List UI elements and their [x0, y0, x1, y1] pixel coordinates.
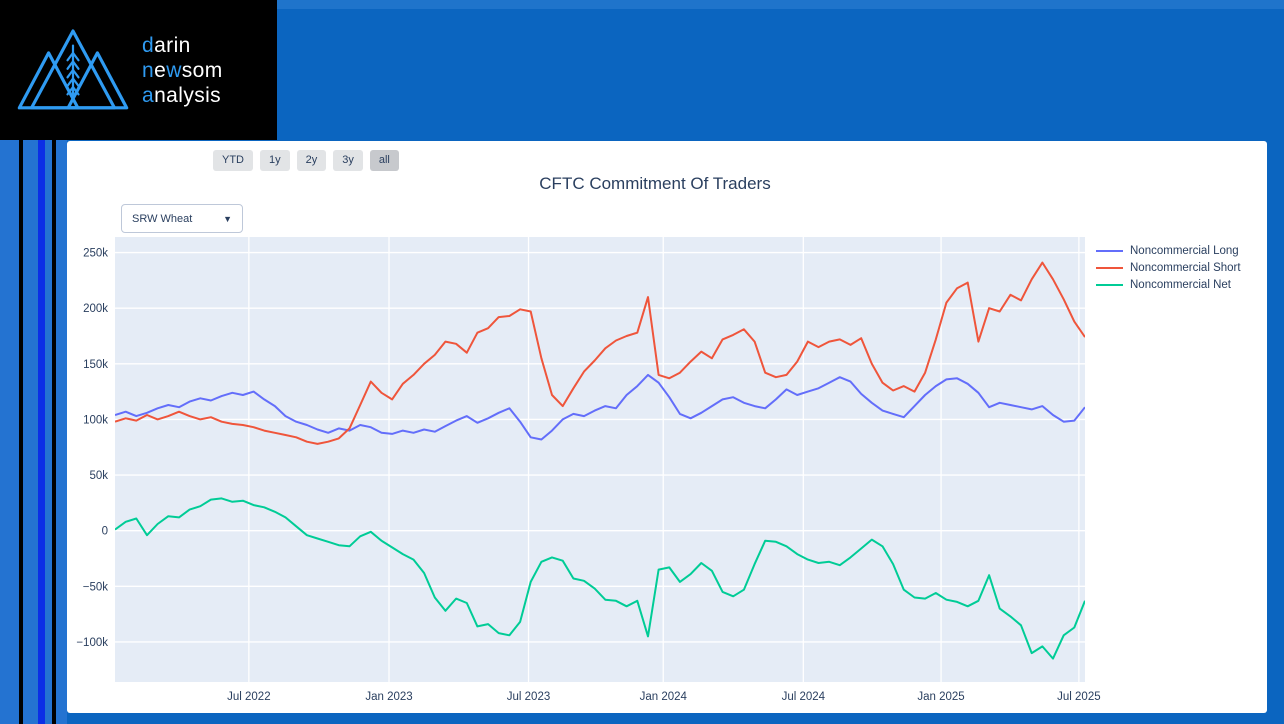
legend-label: Noncommercial Short	[1130, 262, 1241, 274]
x-tick-label: Jan 2025	[917, 691, 964, 703]
left-rail	[0, 140, 67, 724]
range-button-YTD[interactable]: YTD	[213, 150, 253, 171]
left-rail-blue-stripe	[38, 140, 45, 724]
y-tick-label: 50k	[89, 470, 108, 482]
series-line-noncommercial-short	[115, 261, 1085, 445]
legend-label: Noncommercial Long	[1130, 245, 1239, 257]
left-rail-black-stripe	[19, 140, 23, 724]
legend-line-swatch	[1096, 249, 1123, 253]
x-tick-label: Jul 2022	[227, 691, 270, 703]
x-tick-label: Jan 2023	[365, 691, 412, 703]
x-tick-label: Jul 2025	[1057, 691, 1100, 703]
mountains-wheat-icon	[17, 29, 129, 110]
legend-item[interactable]: Noncommercial Long	[1096, 245, 1241, 257]
x-tick-label: Jul 2023	[507, 691, 550, 703]
wordmark-line: newsom	[142, 58, 223, 82]
y-tick-label: 200k	[83, 303, 108, 315]
range-button-2y[interactable]: 2y	[296, 150, 327, 171]
wordmark-line: darin	[142, 33, 191, 57]
chart-title: CFTC Commitment Of Traders	[539, 174, 771, 193]
range-button-3y[interactable]: 3y	[333, 150, 363, 171]
chevron-down-icon: ▼	[223, 213, 232, 224]
y-tick-label: 0	[102, 526, 108, 538]
y-tick-label: 150k	[83, 359, 108, 371]
plot-area[interactable]	[115, 237, 1085, 682]
series-line-noncommercial-long	[115, 373, 1085, 441]
commodity-dropdown[interactable]: SRW Wheat ▼	[121, 204, 243, 233]
y-tick-label: −100k	[76, 637, 108, 649]
series-line-noncommercial-net	[115, 497, 1085, 660]
brand-logo: darin newsom analysis	[0, 0, 277, 140]
legend-line-swatch	[1096, 266, 1123, 270]
legend-item[interactable]: Noncommercial Net	[1096, 279, 1241, 291]
left-rail-black-stripe	[52, 140, 56, 724]
legend-item[interactable]: Noncommercial Short	[1096, 262, 1241, 274]
x-tick-label: Jan 2024	[640, 691, 688, 703]
top-accent-strip	[277, 0, 1284, 9]
y-tick-label: 100k	[83, 414, 108, 426]
cot-chart[interactable]: 250k 200k 150k 100k 50k 0 −50k −100k Jul 2022 Jan…	[67, 141, 1267, 713]
wheat-stalk-icon	[66, 44, 80, 102]
wordmark-line: analysis	[142, 83, 222, 107]
x-tick-label: Jul 2024	[782, 691, 826, 703]
legend-line-swatch	[1096, 283, 1123, 287]
range-button-1y[interactable]: 1y	[260, 150, 290, 171]
chart-card: YTD 1y 2y 3y all CFTC Commitment Of Traders …	[67, 141, 1267, 713]
brand-wordmark: darin newsom analysis	[142, 33, 223, 108]
y-tick-label: 250k	[83, 248, 108, 260]
chart-legend: Noncommercial Long Noncommercial Short Non…	[1096, 245, 1241, 291]
dropdown-value: SRW Wheat	[132, 212, 193, 225]
legend-label: Noncommercial Net	[1130, 279, 1231, 291]
range-selector: YTD 1y 2y 3y all	[213, 150, 399, 171]
range-button-all[interactable]: all	[369, 150, 399, 171]
y-tick-label: −50k	[83, 581, 109, 593]
